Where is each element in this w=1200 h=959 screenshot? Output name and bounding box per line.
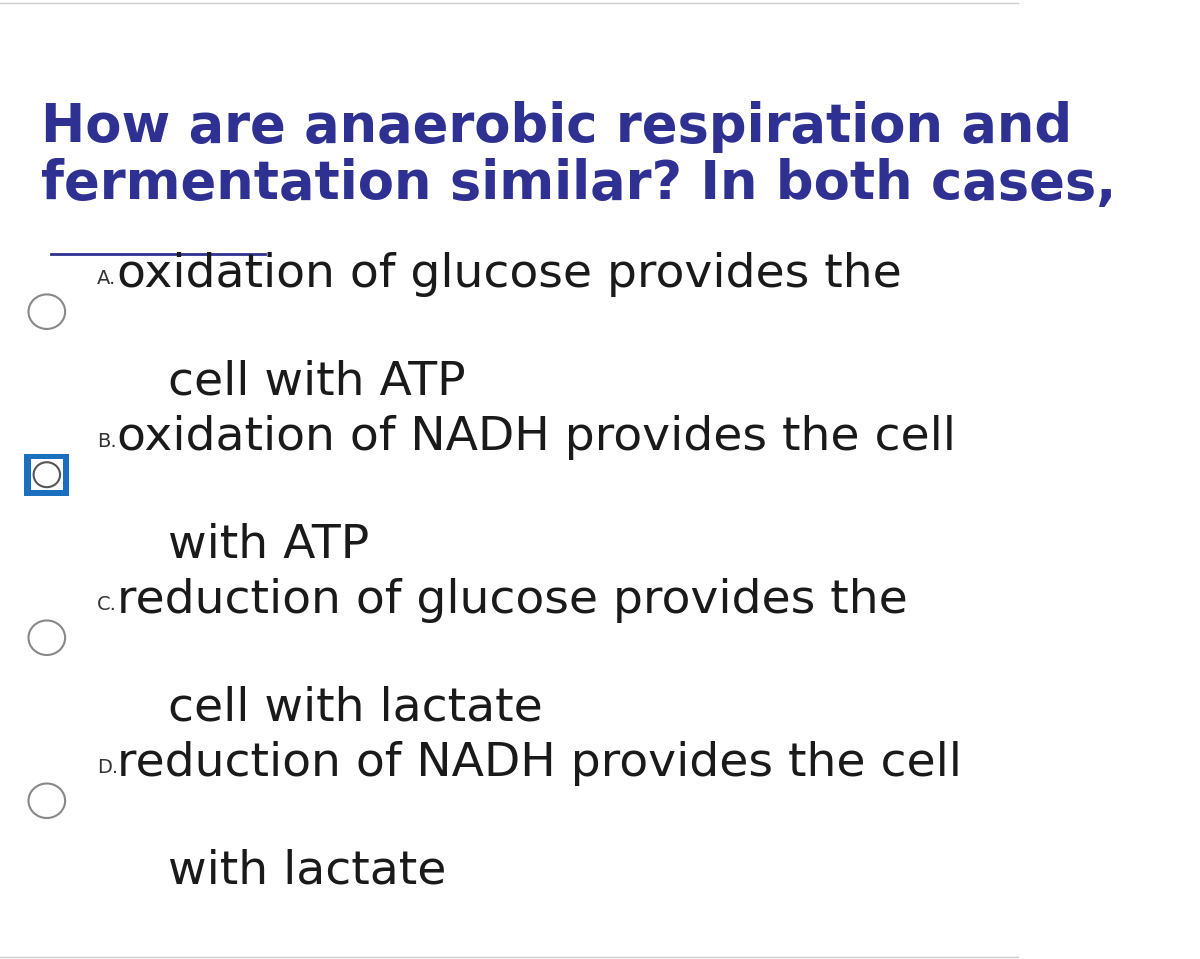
Text: A.: A. xyxy=(97,269,116,288)
Text: reduction of glucose provides the: reduction of glucose provides the xyxy=(118,578,907,623)
Text: B.: B. xyxy=(97,432,116,451)
FancyBboxPatch shape xyxy=(30,459,64,490)
Text: oxidation of glucose provides the: oxidation of glucose provides the xyxy=(118,252,901,297)
Text: How are anaerobic respiration and: How are anaerobic respiration and xyxy=(41,101,1072,152)
Text: reduction of NADH provides the cell: reduction of NADH provides the cell xyxy=(118,741,962,786)
Text: C.: C. xyxy=(97,595,116,614)
Text: cell with ATP: cell with ATP xyxy=(168,360,466,405)
Text: with ATP: with ATP xyxy=(168,523,370,568)
Text: oxidation of NADH provides the cell: oxidation of NADH provides the cell xyxy=(118,415,956,460)
Text: D.: D. xyxy=(97,758,118,777)
FancyBboxPatch shape xyxy=(24,454,70,496)
Text: fermentation similar? In both cases,: fermentation similar? In both cases, xyxy=(41,158,1116,210)
Text: with lactate: with lactate xyxy=(168,849,446,894)
Text: cell with lactate: cell with lactate xyxy=(168,686,542,731)
